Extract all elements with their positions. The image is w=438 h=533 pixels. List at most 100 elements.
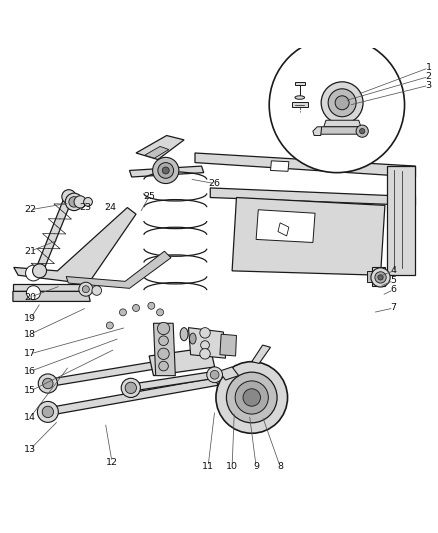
Polygon shape bbox=[367, 271, 373, 282]
Polygon shape bbox=[44, 354, 205, 387]
Ellipse shape bbox=[295, 96, 304, 99]
Polygon shape bbox=[35, 196, 73, 272]
Text: 6: 6 bbox=[391, 285, 397, 294]
Circle shape bbox=[235, 381, 268, 414]
Polygon shape bbox=[13, 284, 88, 292]
Text: 26: 26 bbox=[208, 179, 221, 188]
Circle shape bbox=[371, 268, 390, 287]
Polygon shape bbox=[372, 266, 385, 286]
Text: 18: 18 bbox=[25, 330, 36, 338]
Polygon shape bbox=[13, 292, 90, 302]
Text: 23: 23 bbox=[80, 203, 92, 212]
Circle shape bbox=[152, 157, 179, 183]
Polygon shape bbox=[271, 161, 289, 171]
Text: 4: 4 bbox=[391, 266, 397, 276]
Polygon shape bbox=[252, 345, 271, 364]
Text: 12: 12 bbox=[106, 458, 118, 466]
Polygon shape bbox=[195, 153, 416, 177]
Circle shape bbox=[42, 406, 53, 417]
Text: 10: 10 bbox=[226, 462, 238, 471]
Circle shape bbox=[375, 272, 386, 283]
Polygon shape bbox=[149, 348, 215, 376]
Polygon shape bbox=[130, 166, 204, 177]
Circle shape bbox=[356, 125, 368, 138]
Polygon shape bbox=[44, 378, 218, 416]
Ellipse shape bbox=[190, 333, 196, 344]
Text: 19: 19 bbox=[25, 314, 36, 324]
Circle shape bbox=[210, 370, 219, 379]
Text: 2: 2 bbox=[426, 72, 431, 81]
Circle shape bbox=[120, 309, 127, 316]
Circle shape bbox=[62, 190, 76, 204]
Polygon shape bbox=[256, 210, 315, 243]
Circle shape bbox=[38, 374, 57, 393]
Text: 5: 5 bbox=[391, 276, 397, 285]
Circle shape bbox=[69, 197, 79, 207]
Polygon shape bbox=[153, 323, 175, 376]
Circle shape bbox=[158, 163, 173, 179]
Circle shape bbox=[200, 328, 210, 338]
Circle shape bbox=[157, 322, 170, 335]
Polygon shape bbox=[278, 223, 289, 236]
Circle shape bbox=[321, 82, 363, 124]
Circle shape bbox=[207, 367, 223, 383]
Circle shape bbox=[162, 167, 169, 174]
Polygon shape bbox=[66, 251, 171, 288]
Text: 1: 1 bbox=[426, 63, 431, 72]
Circle shape bbox=[148, 302, 155, 309]
Polygon shape bbox=[324, 120, 361, 127]
Polygon shape bbox=[14, 207, 136, 284]
Polygon shape bbox=[210, 188, 416, 205]
Circle shape bbox=[328, 89, 356, 117]
Circle shape bbox=[79, 282, 93, 296]
Text: 3: 3 bbox=[425, 81, 431, 90]
Text: 20: 20 bbox=[25, 293, 36, 302]
Text: 11: 11 bbox=[202, 462, 214, 471]
Circle shape bbox=[121, 378, 141, 398]
Text: 21: 21 bbox=[25, 247, 36, 256]
Polygon shape bbox=[188, 328, 226, 358]
Polygon shape bbox=[294, 82, 305, 85]
Circle shape bbox=[74, 196, 86, 208]
Circle shape bbox=[216, 362, 288, 433]
Text: 13: 13 bbox=[25, 445, 36, 454]
Circle shape bbox=[159, 361, 168, 371]
Polygon shape bbox=[292, 102, 307, 107]
Ellipse shape bbox=[180, 328, 188, 341]
Circle shape bbox=[82, 286, 89, 293]
Circle shape bbox=[156, 309, 163, 316]
Polygon shape bbox=[232, 198, 385, 275]
Polygon shape bbox=[387, 166, 416, 275]
Text: 16: 16 bbox=[25, 367, 36, 376]
Polygon shape bbox=[130, 372, 215, 391]
Polygon shape bbox=[320, 127, 364, 134]
Circle shape bbox=[243, 389, 261, 406]
Text: 15: 15 bbox=[25, 386, 36, 395]
Text: 17: 17 bbox=[25, 349, 36, 358]
Text: 22: 22 bbox=[25, 205, 36, 214]
Text: 24: 24 bbox=[104, 203, 116, 212]
Circle shape bbox=[125, 382, 137, 393]
Circle shape bbox=[378, 275, 383, 280]
Circle shape bbox=[84, 198, 92, 206]
Text: 25: 25 bbox=[143, 192, 155, 201]
Circle shape bbox=[226, 372, 277, 423]
Circle shape bbox=[335, 96, 349, 110]
Circle shape bbox=[92, 286, 102, 295]
Polygon shape bbox=[219, 367, 239, 380]
Circle shape bbox=[106, 322, 113, 329]
Circle shape bbox=[32, 264, 46, 278]
Text: 9: 9 bbox=[253, 462, 259, 471]
Text: 8: 8 bbox=[277, 462, 283, 471]
Text: 14: 14 bbox=[25, 413, 36, 422]
Polygon shape bbox=[136, 135, 184, 159]
Circle shape bbox=[42, 378, 53, 389]
Circle shape bbox=[201, 341, 209, 350]
Text: 7: 7 bbox=[391, 303, 397, 312]
Circle shape bbox=[25, 265, 41, 281]
Circle shape bbox=[159, 336, 168, 345]
Polygon shape bbox=[145, 147, 169, 158]
Circle shape bbox=[26, 286, 40, 300]
Circle shape bbox=[65, 193, 83, 211]
Circle shape bbox=[133, 304, 140, 311]
